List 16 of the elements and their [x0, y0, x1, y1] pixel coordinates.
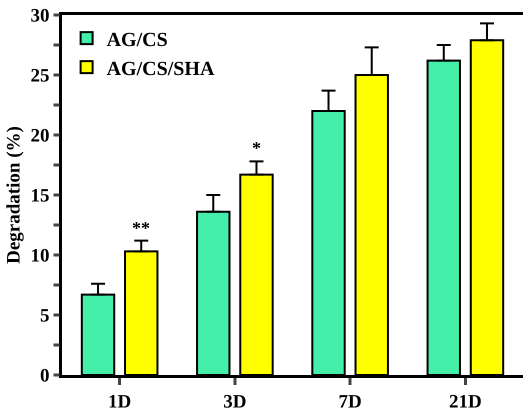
y-tick-label: 10 [30, 246, 50, 267]
x-tick-label: 1D [108, 392, 132, 413]
x-tick-label: 21D [449, 392, 482, 413]
y-axis-title: Degradation (%) [3, 126, 24, 264]
y-tick-label: 15 [30, 186, 50, 207]
legend-label: AG/CS [106, 28, 168, 51]
y-tick-label: 5 [40, 306, 50, 327]
y-tick-label: 30 [30, 6, 50, 27]
annotation: ** [132, 218, 150, 238]
x-tick-label: 3D [223, 392, 246, 413]
annotation: * [252, 138, 261, 158]
legend-label: AG/CS/SHA [106, 58, 215, 80]
y-tick-label: 20 [30, 126, 50, 147]
y-tick-label: 25 [30, 66, 50, 87]
y-tick-label: 0 [40, 366, 50, 387]
x-tick-label: 7D [338, 392, 362, 413]
